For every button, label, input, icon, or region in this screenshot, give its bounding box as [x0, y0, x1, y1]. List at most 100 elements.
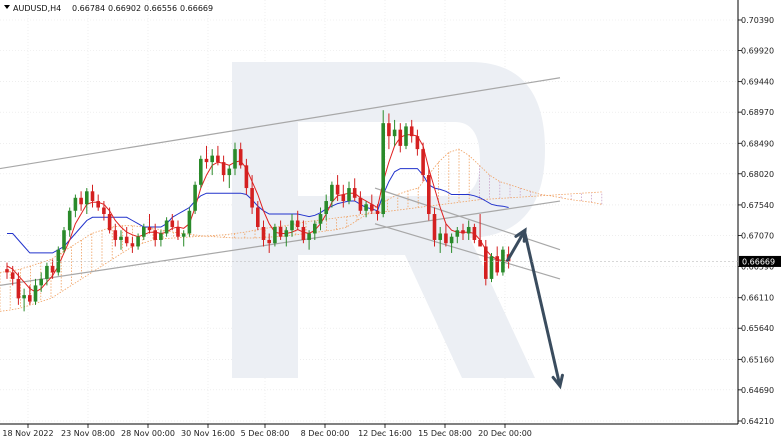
- candle-body: [124, 236, 129, 244]
- candle-body: [39, 278, 43, 286]
- x-tick-label: 20 Dec 00:00: [478, 429, 532, 438]
- candle-body: [438, 233, 442, 240]
- y-tick-label: 0.66590: [741, 263, 774, 272]
- y-tick-label: 0.67540: [741, 201, 774, 210]
- candle-body: [79, 197, 83, 205]
- y-tick-label: 0.65640: [741, 324, 774, 333]
- candle-body: [415, 136, 420, 150]
- candle-body: [227, 168, 232, 176]
- candle-body: [301, 226, 306, 240]
- candle-body: [176, 226, 180, 237]
- candle-body: [85, 191, 89, 205]
- candle-body: [307, 233, 311, 240]
- candle-body: [313, 223, 317, 234]
- y-tick-label: 0.69440: [741, 78, 774, 87]
- candle-body: [221, 162, 226, 176]
- candle-body: [16, 278, 21, 299]
- forecast-arrow-shaft: [505, 229, 527, 263]
- header-low: 0.66556: [144, 4, 177, 13]
- y-tick-label: 0.68020: [741, 170, 774, 179]
- candle-body: [489, 256, 494, 279]
- candle-body: [392, 129, 397, 137]
- candle-body: [455, 230, 460, 237]
- y-axis-ticks: 0.70390 0.69920 0.69440 0.68970 0.68490 0.680…: [738, 16, 774, 426]
- candle-body: [409, 126, 414, 137]
- candle-body: [250, 188, 254, 208]
- forecast-arrow-head: [551, 373, 564, 390]
- candle-body: [375, 210, 380, 215]
- chart-header: AUDUSD,H4 0.66784 0.66902 0.66556 0.6666…: [4, 4, 213, 13]
- channel-line: [374, 223, 561, 280]
- candle-body: [233, 149, 237, 169]
- candle-body: [244, 165, 249, 189]
- candle-body: [347, 188, 351, 202]
- x-tick-label: 5 Dec 08:00: [241, 429, 290, 438]
- candle-body: [28, 295, 32, 302]
- candle-body: [73, 197, 78, 211]
- candle-body: [358, 197, 363, 211]
- candle-body: [449, 236, 454, 244]
- candle-body: [444, 233, 448, 244]
- candle-body: [147, 226, 152, 231]
- candle-body: [472, 226, 477, 240]
- candle-body: [164, 220, 169, 234]
- x-axis-ticks: 18 Nov 2022 23 Nov 08:00 28 Nov 00:00 30 No…: [2, 424, 532, 438]
- x-tick-label: 18 Nov 2022: [2, 429, 53, 438]
- candle-body: [261, 226, 266, 240]
- candle-body: [432, 214, 437, 240]
- candles: [5, 110, 511, 312]
- header-high: 0.66902: [108, 4, 141, 13]
- x-tick-label: 23 Nov 08:00: [61, 429, 115, 438]
- candle-body: [142, 226, 146, 237]
- candle-body: [352, 188, 357, 198]
- watermark-logo: [232, 62, 545, 378]
- candle-body: [295, 220, 300, 227]
- x-tick-label: 28 Nov 00:00: [121, 429, 175, 438]
- candle-body: [278, 226, 283, 237]
- candle-body: [216, 155, 220, 163]
- candle-body: [284, 230, 289, 237]
- dropdown-triangle-icon[interactable]: [4, 5, 10, 9]
- candle-body: [267, 239, 271, 244]
- candle-body: [187, 210, 192, 234]
- candle-body: [199, 158, 203, 185]
- candle-body: [67, 210, 72, 231]
- candle-body: [22, 295, 26, 299]
- candle-body: [96, 201, 100, 208]
- candle-body: [130, 243, 135, 247]
- header-open: 0.66784: [72, 4, 105, 13]
- current-price-label: 0.66669: [742, 257, 775, 266]
- candle-body: [50, 265, 55, 273]
- x-tick-label: 12 Dec 16:00: [358, 429, 412, 438]
- candle-body: [193, 184, 197, 211]
- candle-body: [370, 204, 374, 211]
- candle-body: [62, 230, 66, 250]
- candle-body: [210, 155, 214, 163]
- channel-line: [0, 77, 561, 170]
- y-tick-label: 0.64210: [741, 417, 774, 426]
- price-marker: 0.66669: [0, 255, 781, 267]
- forecast-arrow-shaft: [523, 233, 562, 387]
- candle-body: [421, 149, 425, 176]
- candle-body: [478, 239, 482, 247]
- candle-body: [501, 249, 505, 273]
- y-tick-label: 0.70390: [741, 16, 774, 25]
- forecast-arrows: [505, 227, 564, 390]
- trend-channel: [0, 77, 561, 286]
- candle-body: [273, 226, 277, 244]
- channel-line: [0, 200, 561, 286]
- y-tick-label: 0.68970: [741, 108, 774, 117]
- candle-body: [461, 230, 465, 234]
- candle-body: [204, 158, 209, 163]
- candle-body: [33, 285, 38, 302]
- candle-body: [404, 126, 408, 146]
- candle-body: [335, 184, 340, 195]
- candle-body: [10, 272, 15, 279]
- candle-body: [136, 236, 140, 247]
- y-tick-label: 0.69920: [741, 46, 774, 55]
- candle-body: [56, 249, 61, 273]
- candle-body: [387, 123, 391, 137]
- candle-body: [181, 233, 186, 237]
- candle-body: [318, 214, 323, 224]
